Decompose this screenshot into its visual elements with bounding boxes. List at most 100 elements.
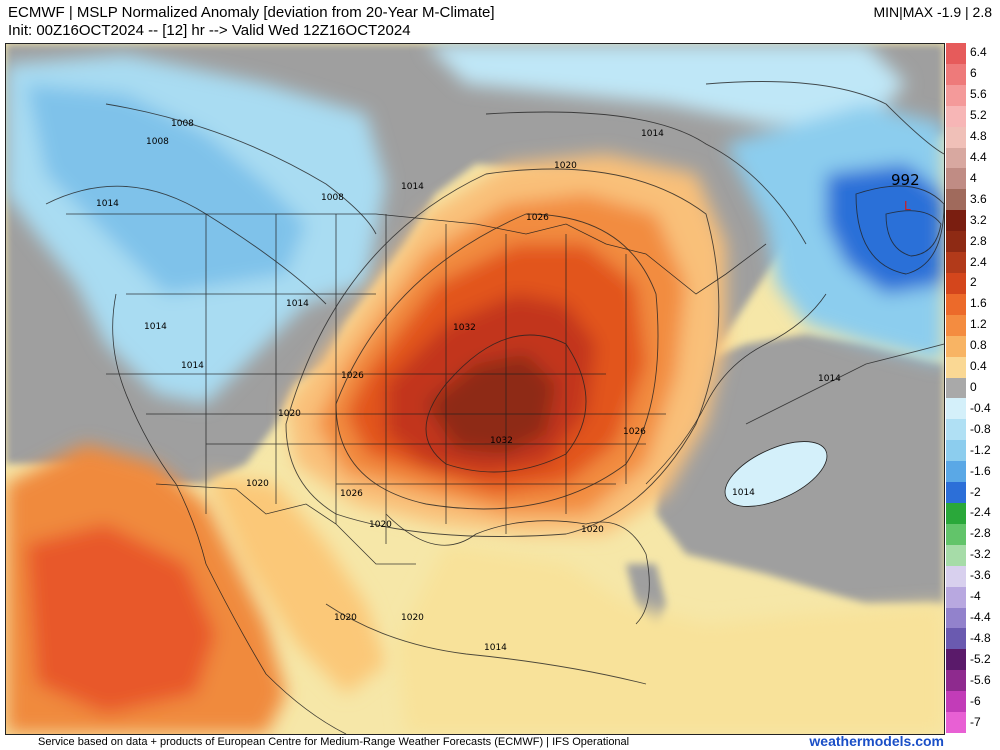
colorbar-swatch <box>946 189 966 211</box>
isobar-1014-west <box>45 185 327 305</box>
data-credit: Service based on data + products of Euro… <box>38 736 630 748</box>
colorbar-tick-label: 1.2 <box>970 317 987 332</box>
colorbar-tick-label: -2 <box>970 484 981 499</box>
low-pressure-value: 992 <box>891 171 920 189</box>
positive-anomaly-mexico <box>206 474 386 694</box>
colorbar-tick-label: 4.4 <box>970 150 987 164</box>
colorbar-tick-label: 3.6 <box>970 191 987 206</box>
colorbar-swatch <box>946 105 966 128</box>
colorbar-tick-label: 5.6 <box>970 87 987 102</box>
colorbar-tick-label: 2.4 <box>970 254 987 269</box>
colorbar-tick-label: 1.6 <box>970 296 987 311</box>
isobar-label: 1008 <box>321 193 344 203</box>
isobar-label: 1020 <box>278 409 301 419</box>
isobar-low-ring-2 <box>885 210 942 257</box>
negative-anomaly-west-core <box>26 84 306 294</box>
colorbar-tick-label: -4 <box>970 589 981 604</box>
colorbar-swatch <box>946 691 966 713</box>
colorbar-swatch <box>946 43 966 65</box>
isobar-label: 1014 <box>484 643 507 653</box>
colorbar-swatch <box>946 335 966 358</box>
isobar-label: 1020 <box>246 479 269 489</box>
colorbar-tick-label: 0.8 <box>970 338 987 353</box>
isobar-1008-e <box>705 81 944 155</box>
colorbar-swatch <box>946 84 966 107</box>
colorbar-tick-label: -3.6 <box>970 568 991 583</box>
colorbar-swatch <box>946 586 966 609</box>
isobar-1014-atl <box>745 343 944 425</box>
colorbar-swatch <box>946 356 966 379</box>
colorbar-swatch <box>946 482 966 504</box>
isobar-1020 <box>285 168 720 537</box>
colorbar-swatch <box>946 377 966 399</box>
chart-title: ECMWF | MSLP Normalized Anomaly [deviati… <box>8 4 495 21</box>
colorbar-tick-label: 6.4 <box>970 45 987 60</box>
atlantic-neutral-oval <box>724 441 828 507</box>
isobar-label: 1014 <box>732 488 755 498</box>
isobar-label: 1032 <box>453 323 476 333</box>
isobar-label: 1026 <box>623 427 646 437</box>
colorbar-tick-label: -4.8 <box>970 630 991 645</box>
colorbar-tick-label: 3.2 <box>970 212 987 227</box>
border-us-canada <box>66 213 767 295</box>
colorbar-tick-label: 4 <box>970 170 977 185</box>
colorbar-tick-label: -5.6 <box>970 672 991 687</box>
colorbar-swatch <box>946 168 966 190</box>
isobar-label: 1020 <box>401 613 424 623</box>
brand-link[interactable]: weathermodels.com <box>809 733 944 749</box>
negative-anomaly-east-core <box>826 164 944 294</box>
colorbar-tick-label: 6 <box>970 66 977 81</box>
isobar-label: 1014 <box>181 361 204 371</box>
colorbar-swatch <box>946 419 966 441</box>
isobar-label: 1008 <box>146 137 169 147</box>
isobar-label: 1032 <box>490 436 513 446</box>
colorbar-swatch <box>946 63 966 86</box>
isobar-label: 1014 <box>96 199 119 209</box>
colorbar-tick-label: 2.8 <box>970 233 987 248</box>
colorbar-tick-label: -7 <box>970 714 981 729</box>
isobar-1032 <box>425 334 587 473</box>
isobar-label: 1008 <box>171 119 194 129</box>
colorbar-tick-label: -4.4 <box>970 610 991 624</box>
colorbar-swatch <box>946 293 966 316</box>
coast-west <box>112 293 347 734</box>
colorbar-swatch <box>946 252 966 274</box>
colorbar-swatch <box>946 670 966 692</box>
colorbar-tick-label: -0.8 <box>970 421 991 436</box>
isobar-label: 1014 <box>144 322 167 332</box>
isobar-label: 1020 <box>369 520 392 530</box>
colorbar-swatch <box>946 273 966 295</box>
isobar-label: 1014 <box>286 299 309 309</box>
isobar-label: 1014 <box>641 129 664 139</box>
coast-east <box>645 293 827 485</box>
isobar-label: 1020 <box>581 525 604 535</box>
colorbar-swatch <box>946 565 966 588</box>
positive-anomaly-pacific-core <box>26 524 216 714</box>
high-anomaly-max <box>426 354 556 454</box>
tropical-anomaly <box>396 544 944 734</box>
colorbar-swatch <box>946 712 966 734</box>
colorbar-swatch <box>946 544 966 567</box>
isobar-1014-mexico <box>325 603 647 685</box>
border-us-mexico <box>155 483 416 565</box>
colorbar-tick-label: -1.6 <box>970 463 991 478</box>
colorbar-swatch <box>946 440 966 462</box>
isobar-low-ring-1 <box>855 185 944 275</box>
colorbar <box>946 43 966 734</box>
colorbar-tick-label: -2.8 <box>970 526 991 541</box>
colorbar-swatch <box>946 461 966 483</box>
isobar-1014-ne <box>485 111 807 245</box>
colorbar-swatch <box>946 628 966 650</box>
colorbar-swatch <box>946 523 966 546</box>
colorbar-tick-label: -2.4 <box>970 505 991 520</box>
colorbar-swatch <box>946 147 966 169</box>
colorbar-tick-label: -6 <box>970 693 981 708</box>
colorbar-swatch <box>946 210 966 232</box>
colorbar-swatch <box>946 607 966 629</box>
isobar-1008-west <box>105 103 377 235</box>
init-valid-line: Init: 00Z16OCT2024 -- [12] hr --> Valid … <box>8 22 411 39</box>
colorbar-tick-label: -5.2 <box>970 651 991 666</box>
colorbar-tick-label: -1.2 <box>970 442 991 457</box>
min-max-readout: MIN|MAX -1.9 | 2.8 <box>873 4 992 20</box>
coast-gulf <box>385 513 650 625</box>
